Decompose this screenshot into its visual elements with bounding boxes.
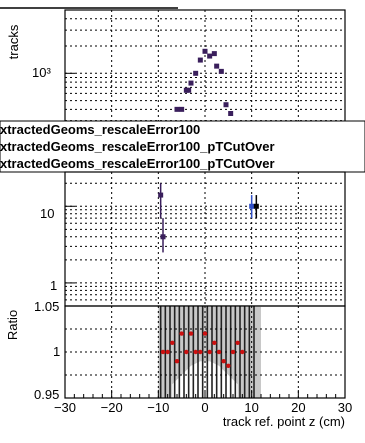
legend-entry-2: xtractedGeoms_rescaleError100_pTCutOver [0,139,275,154]
top-data-point [223,102,229,108]
top-data-point [228,110,234,116]
ratio-data-point [179,331,184,336]
legend-box [0,120,365,173]
top-panel-grid [64,10,346,122]
x-tick-label: 10 [244,400,258,415]
ratio-data-point [170,340,175,345]
ratio-data-point [207,349,212,355]
ratio-panel-y-tick-label-top: 1.05 [34,299,59,314]
top-data-point [202,48,208,54]
top-data-point [179,106,185,112]
ratio-data-point [184,349,189,355]
x-tick-label: −20 [101,400,123,415]
top-panel: tracks 10³ [0,7,346,123]
middle-panel-y-tick-label-10: 10 [40,206,54,221]
middle-panel-grid [64,172,346,306]
ratio-data-point [226,363,231,368]
ratio-data-point [165,349,170,355]
x-tick-label: 0 [201,400,208,415]
top-panel-y-axis-title: tracks [6,24,21,59]
ratio-panel: Ratio 1.05 1 0.95 −30 −20 −10 0 10 20 30 track… [5,299,352,429]
top-data-point [188,80,194,86]
ratio-data-point [212,340,217,345]
top-data-point [214,63,220,69]
x-tick-label: −30 [54,400,76,415]
middle-panel-ticks [65,205,75,284]
ratio-data-point [221,359,226,364]
ratio-data-point [188,331,194,336]
legend-entry-3: xtractedGeoms_rescaleError100_pTCutOver [0,156,275,171]
x-tick-label: 30 [338,400,352,415]
ratio-data-point [235,340,240,345]
top-data-point [211,51,217,57]
middle-panel: 10 1 [40,171,346,307]
legend-entry-1: xtractedGeoms_rescaleError100 [0,122,200,137]
middle-panel-y-tick-label-1: 1 [50,278,57,293]
ratio-data-point [198,349,203,355]
top-data-point [197,57,203,63]
middle-panel-marks [158,183,259,253]
x-tick-label: −10 [147,400,169,415]
middle-data-point [253,203,259,209]
ratio-data-point [202,331,208,336]
top-data-point [174,106,180,112]
ratio-panel-ticks [64,390,346,398]
ratio-panel-y-axis-title: Ratio [5,310,20,340]
middle-data-point [160,234,166,240]
ratio-data-point [193,349,198,355]
ratio-panel-marks [160,331,245,368]
middle-data-point [249,203,255,209]
x-tick-labels: −30 −20 −10 0 10 20 30 [54,400,352,415]
x-axis-title: track ref. point z (cm) [223,414,345,429]
x-tick-label: 20 [291,400,305,415]
ratio-data-point [216,349,222,355]
middle-data-point [158,192,164,198]
ratio-panel-frame [64,305,346,399]
ratio-data-point [174,359,180,364]
ratio-panel-y-tick-label-mid: 1 [53,344,60,359]
legend: xtractedGeoms_rescaleError100 xtractedGe… [0,120,365,173]
ratio-data-point [230,349,236,355]
ratio-panel-y-tick-label-bottom: 0.95 [34,387,59,402]
top-data-point [193,70,199,76]
top-data-point [218,68,224,74]
top-data-point [186,87,192,93]
top-panel-y-tick-label: 10³ [32,65,51,80]
ratio-data-point [160,349,166,355]
top-data-point [207,53,213,59]
ratio-panel-grid [64,306,346,398]
ratio-data-point [240,349,245,355]
top-panel-marks [174,48,234,116]
